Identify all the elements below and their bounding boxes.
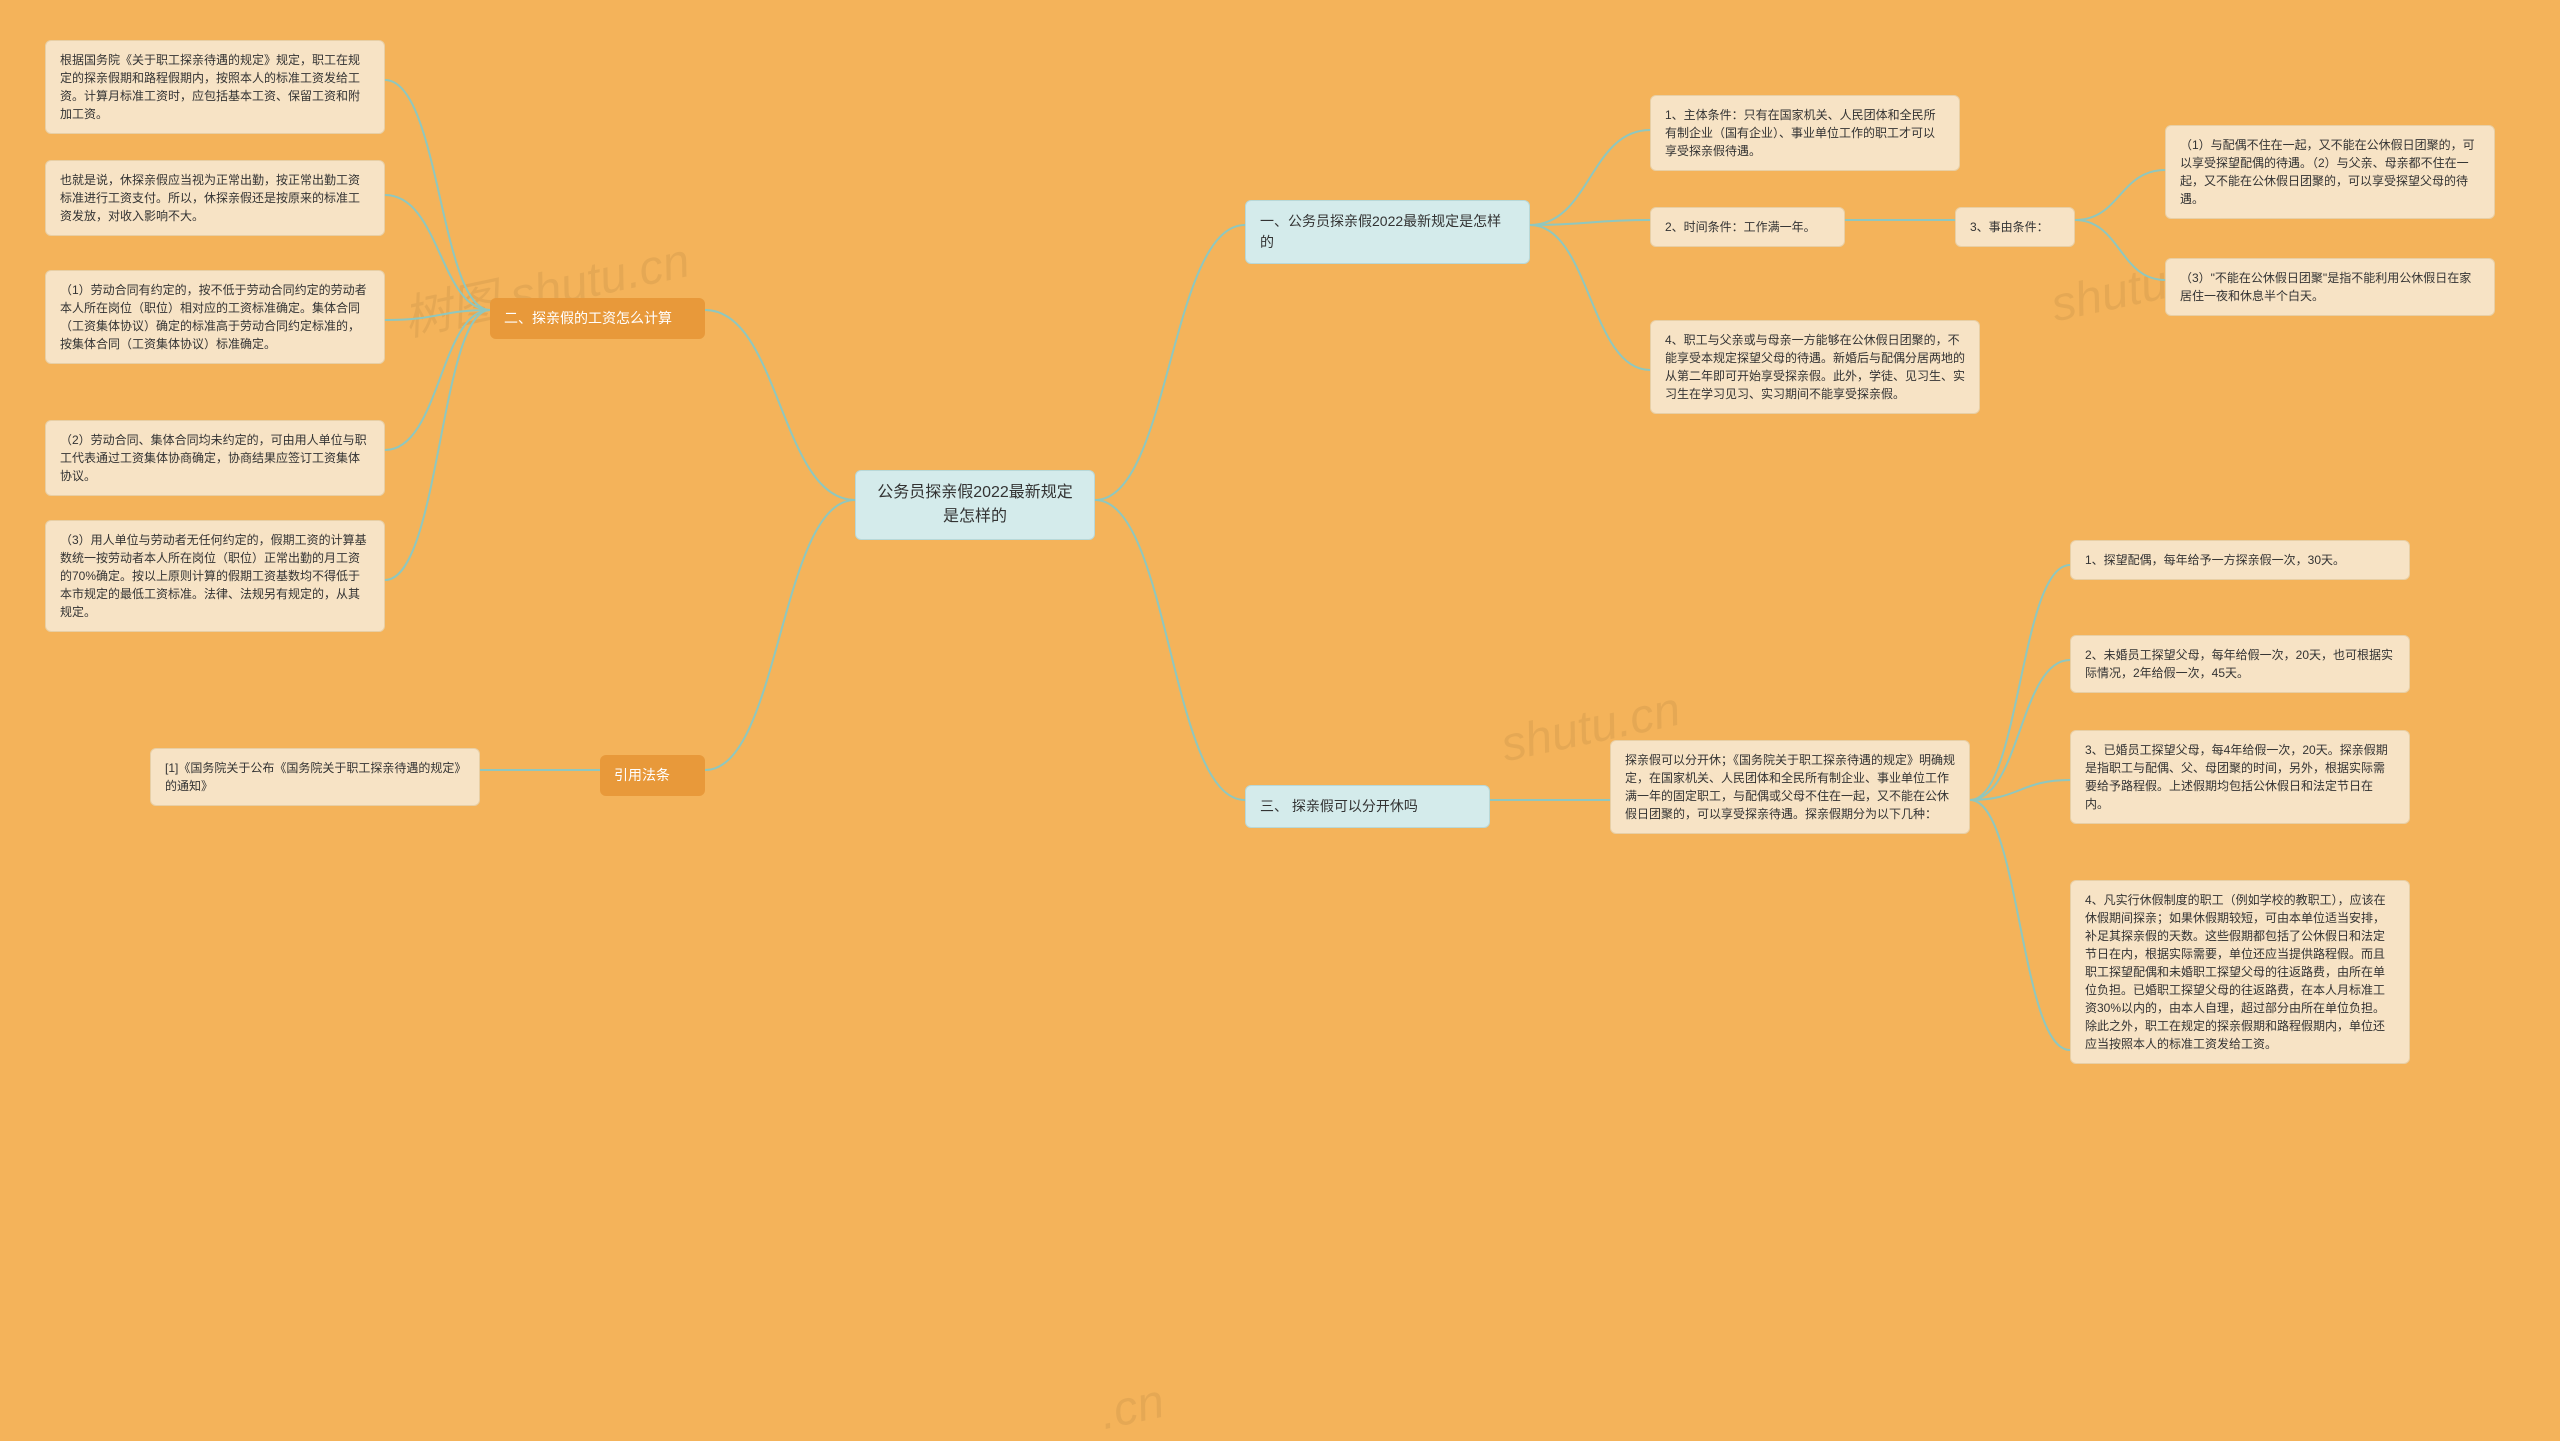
leaf-b1-3[interactable]: 3、事由条件： [1955, 207, 2075, 247]
leaf-b2-2[interactable]: 也就是说，休探亲假应当视为正常出勤，按正常出勤工资标准进行工资支付。所以，休探亲… [45, 160, 385, 236]
leaf-b2-3[interactable]: （1）劳动合同有约定的，按不低于劳动合同约定的劳动者本人所在岗位（职位）相对应的… [45, 270, 385, 364]
leaf-b3-4[interactable]: 4、凡实行休假制度的职工（例如学校的教职工），应该在休假期间探亲；如果休假期较短… [2070, 880, 2410, 1064]
leaf-b1-4[interactable]: 4、职工与父亲或与母亲一方能够在公休假日团聚的，不能享受本规定探望父母的待遇。新… [1650, 320, 1980, 414]
leaf-b1-2[interactable]: 2、时间条件：工作满一年。 [1650, 207, 1845, 247]
leaf-b1-1[interactable]: 1、主体条件：只有在国家机关、人民团体和全民所有制企业（国有企业）、事业单位工作… [1650, 95, 1960, 171]
branch-4[interactable]: 引用法条 [600, 755, 705, 796]
leaf-b2-1[interactable]: 根据国务院《关于职工探亲待遇的规定》规定，职工在规定的探亲假期和路程假期内，按照… [45, 40, 385, 134]
branch-3[interactable]: 三、 探亲假可以分开休吗 [1245, 785, 1490, 828]
leaf-b4-1[interactable]: [1]《国务院关于公布《国务院关于职工探亲待遇的规定》的通知》 [150, 748, 480, 806]
branch-1[interactable]: 一、公务员探亲假2022最新规定是怎样的 [1245, 200, 1530, 264]
leaf-b3-3[interactable]: 3、已婚员工探望父母，每4年给假一次，20天。探亲假期是指职工与配偶、父、母团聚… [2070, 730, 2410, 824]
leaf-b3-2[interactable]: 2、未婚员工探望父母，每年给假一次，20天，也可根据实际情况，2年给假一次，45… [2070, 635, 2410, 693]
watermark: .cn [1095, 1374, 1169, 1441]
leaf-b1-3-1[interactable]: （1）与配偶不住在一起，又不能在公休假日团聚的，可以享受探望配偶的待遇。（2）与… [2165, 125, 2495, 219]
leaf-b3-main[interactable]: 探亲假可以分开休；《国务院关于职工探亲待遇的规定》明确规定，在国家机关、人民团体… [1610, 740, 1970, 834]
branch-2[interactable]: 二、探亲假的工资怎么计算 [490, 298, 705, 339]
leaf-b2-5[interactable]: （3）用人单位与劳动者无任何约定的，假期工资的计算基数统一按劳动者本人所在岗位（… [45, 520, 385, 632]
leaf-b3-1[interactable]: 1、探望配偶，每年给予一方探亲假一次，30天。 [2070, 540, 2410, 580]
leaf-b1-3-2[interactable]: （3）"不能在公休假日团聚"是指不能利用公休假日在家居住一夜和休息半个白天。 [2165, 258, 2495, 316]
root-node[interactable]: 公务员探亲假2022最新规定是怎样的 [855, 470, 1095, 540]
leaf-b2-4[interactable]: （2）劳动合同、集体合同均未约定的，可由用人单位与职工代表通过工资集体协商确定，… [45, 420, 385, 496]
